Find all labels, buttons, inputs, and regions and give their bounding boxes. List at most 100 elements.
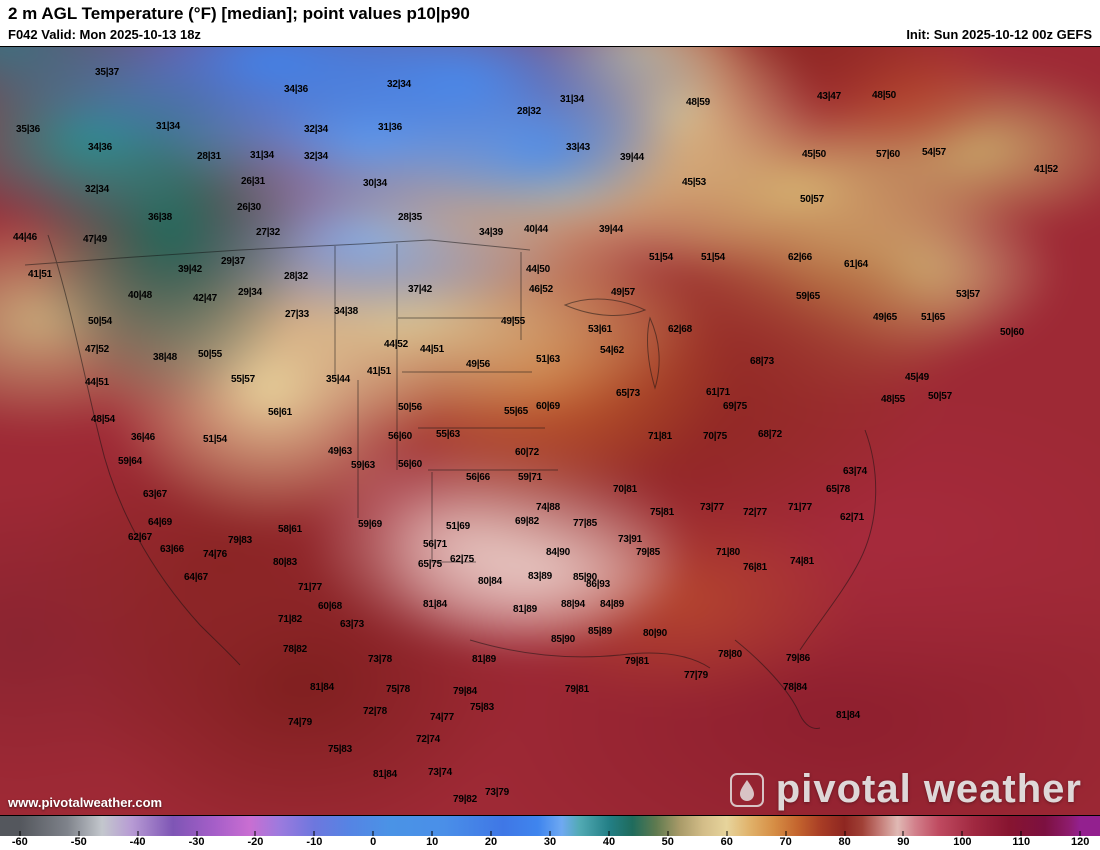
colorbar-tick-label: -10 xyxy=(306,836,323,848)
point-value: 71|77 xyxy=(297,582,323,593)
point-value: 31|34 xyxy=(155,121,181,132)
point-value: 84|90 xyxy=(545,547,571,558)
point-value: 63|66 xyxy=(159,544,185,555)
point-value: 73|79 xyxy=(484,787,510,798)
header-bar: 2 m AGL Temperature (°F) [median]; point… xyxy=(0,0,1100,47)
point-value: 49|63 xyxy=(327,446,353,457)
point-value: 77|79 xyxy=(683,670,709,681)
point-value: 63|73 xyxy=(339,619,365,630)
point-value: 80|90 xyxy=(642,628,668,639)
point-value: 59|69 xyxy=(357,519,383,530)
point-value: 79|83 xyxy=(227,535,253,546)
colorbar-tick-mark xyxy=(844,831,846,836)
point-value: 44|51 xyxy=(419,344,445,355)
point-value: 29|37 xyxy=(220,256,246,267)
point-value: 85|90 xyxy=(572,572,598,583)
pivotal-weather-logo: pivotal weather xyxy=(729,767,1082,812)
colorbar-tick-label: 70 xyxy=(779,836,792,848)
point-value: 85|89 xyxy=(587,626,613,637)
point-value: 37|42 xyxy=(407,284,433,295)
point-value: 39|44 xyxy=(598,224,624,235)
logo-text: pivotal weather xyxy=(775,767,1082,811)
point-value: 71|82 xyxy=(277,614,303,625)
colorbar-tick-mark xyxy=(961,831,963,836)
point-value: 56|60 xyxy=(397,459,423,470)
point-value: 73|77 xyxy=(699,502,725,513)
point-value: 81|84 xyxy=(309,682,335,693)
point-value: 65|73 xyxy=(615,388,641,399)
point-value: 31|34 xyxy=(249,150,275,161)
point-value: 46|52 xyxy=(528,284,554,295)
colorbar-tick-mark xyxy=(431,831,433,836)
point-value: 27|33 xyxy=(284,309,310,320)
point-value: 36|38 xyxy=(147,212,173,223)
colorbar-tick-mark xyxy=(19,831,21,836)
point-value: 32|34 xyxy=(303,124,329,135)
point-value: 56|61 xyxy=(267,407,293,418)
point-value: 35|36 xyxy=(15,124,41,135)
point-value: 55|65 xyxy=(503,406,529,417)
point-value: 55|57 xyxy=(230,374,256,385)
point-value: 43|47 xyxy=(816,91,842,102)
point-value: 62|67 xyxy=(127,532,153,543)
colorbar-tick-mark xyxy=(549,831,551,836)
point-value: 75|81 xyxy=(649,507,675,518)
point-value: 56|66 xyxy=(465,472,491,483)
point-value: 26|31 xyxy=(240,176,266,187)
point-value: 59|63 xyxy=(350,460,376,471)
point-value: 62|68 xyxy=(667,324,693,335)
point-value: 32|34 xyxy=(303,151,329,162)
watermark-url: www.pivotalweather.com xyxy=(8,795,163,810)
point-value: 50|60 xyxy=(999,327,1025,338)
colorbar-tick-label: -40 xyxy=(129,836,146,848)
point-value: 81|84 xyxy=(422,599,448,610)
point-value: 44|52 xyxy=(383,339,409,350)
colorbar-tick-label: 90 xyxy=(897,836,910,848)
point-value: 41|52 xyxy=(1033,164,1059,175)
point-value: 68|73 xyxy=(749,356,775,367)
point-value: 45|53 xyxy=(681,177,707,188)
point-value: 49|57 xyxy=(610,287,636,298)
point-value: 28|32 xyxy=(283,271,309,282)
point-value: 54|62 xyxy=(599,345,625,356)
point-value: 76|81 xyxy=(742,562,768,573)
point-value: 79|82 xyxy=(452,794,478,805)
point-value: 49|55 xyxy=(500,316,526,327)
point-value: 74|76 xyxy=(202,549,228,560)
point-value: 72|78 xyxy=(362,706,388,717)
point-value: 36|46 xyxy=(130,432,156,443)
point-value: 33|43 xyxy=(565,142,591,153)
point-value: 75|78 xyxy=(385,684,411,695)
point-value: 63|67 xyxy=(142,489,168,500)
point-value: 28|32 xyxy=(516,106,542,117)
colorbar-tick-label: 40 xyxy=(602,836,616,848)
valid-time-label: F042 Valid: Mon 2025-10-13 18z xyxy=(8,27,201,42)
point-value: 45|50 xyxy=(801,149,827,160)
point-value: 58|61 xyxy=(277,524,303,535)
pivotal-drop-icon xyxy=(729,772,764,807)
point-value: 35|37 xyxy=(94,67,120,78)
colorbar-tick-mark xyxy=(490,831,492,836)
point-value: 62|71 xyxy=(839,512,865,523)
point-value: 39|42 xyxy=(177,264,203,275)
colorbar-tick-label: -30 xyxy=(188,836,205,848)
colorbar-tick-mark xyxy=(313,831,315,836)
point-value: 64|67 xyxy=(183,572,209,583)
point-value: 51|54 xyxy=(202,434,228,445)
point-value: 54|57 xyxy=(921,147,947,158)
point-value: 30|34 xyxy=(362,178,388,189)
colorbar-tick-label: 120 xyxy=(1071,836,1090,848)
point-value: 65|78 xyxy=(825,484,851,495)
point-value: 61|71 xyxy=(705,387,731,398)
point-value: 61|64 xyxy=(843,259,869,270)
point-value: 28|31 xyxy=(196,151,222,162)
colorbar-tick-mark xyxy=(726,831,728,836)
colorbar-tick-label: 50 xyxy=(661,836,674,848)
point-value: 40|48 xyxy=(127,290,153,301)
point-value: 59|71 xyxy=(517,472,543,483)
point-value: 50|57 xyxy=(927,391,953,402)
point-value: 64|69 xyxy=(147,517,173,528)
point-value: 77|85 xyxy=(572,518,598,529)
point-value: 44|46 xyxy=(12,232,38,243)
